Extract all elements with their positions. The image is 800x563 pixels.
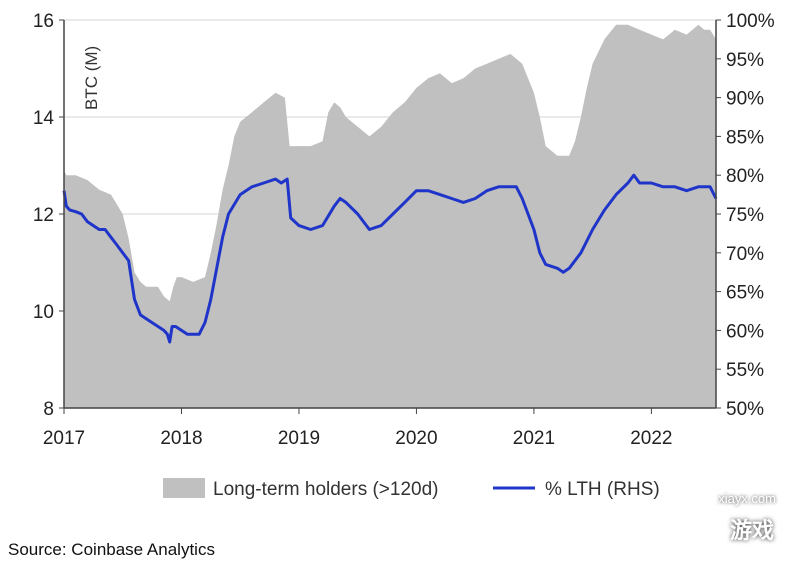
x-axis-ticks: 2017 2018 2019 2020 2021 2022 (43, 408, 673, 449)
right-tick-label: 80% (726, 166, 764, 187)
right-tick-label: 70% (726, 244, 764, 265)
right-tick-label: 85% (726, 127, 764, 148)
legend-area-swatch (163, 478, 205, 498)
left-axis-ticks: 8 10 12 14 16 (33, 11, 64, 420)
x-tick-label: 2022 (630, 428, 672, 449)
right-axis-ticks: 50% 55% 60% 65% 70% 75% 80% 85% 90% 95% 100% (716, 11, 775, 420)
right-tick-label: 90% (726, 89, 764, 110)
right-tick-label: 100% (726, 11, 775, 32)
left-tick-label: 16 (33, 11, 54, 32)
legend: Long-term holders (>120d) % LTH (RHS) (163, 478, 660, 500)
x-tick-label: 2018 (160, 428, 202, 449)
left-tick-label: 12 (33, 205, 54, 226)
x-tick-label: 2021 (513, 428, 555, 449)
right-tick-label: 50% (726, 399, 764, 420)
right-tick-label: 75% (726, 205, 764, 226)
lth-percent-line-series (62, 173, 718, 344)
watermark-site: xiayx.com (718, 491, 776, 506)
legend-area-label: Long-term holders (>120d) (213, 479, 439, 500)
watermark: xiayx.com 游戏 (614, 489, 794, 559)
source-note: Source: Coinbase Analytics (8, 540, 215, 559)
y-axis-label: BTC (M) (82, 46, 101, 110)
line-series-path (62, 173, 718, 344)
left-tick-label: 8 (43, 399, 54, 420)
x-tick-label: 2019 (278, 428, 320, 449)
right-tick-label: 95% (726, 50, 764, 71)
x-tick-label: 2020 (395, 428, 437, 449)
watermark-text: 游戏 (729, 519, 774, 544)
left-tick-label: 14 (33, 108, 55, 129)
left-tick-label: 10 (33, 302, 54, 323)
right-tick-label: 55% (726, 360, 764, 381)
right-tick-label: 65% (726, 283, 764, 304)
legend-line-label: % LTH (RHS) (545, 479, 660, 500)
right-tick-label: 60% (726, 321, 764, 342)
x-tick-label: 2017 (43, 428, 85, 449)
